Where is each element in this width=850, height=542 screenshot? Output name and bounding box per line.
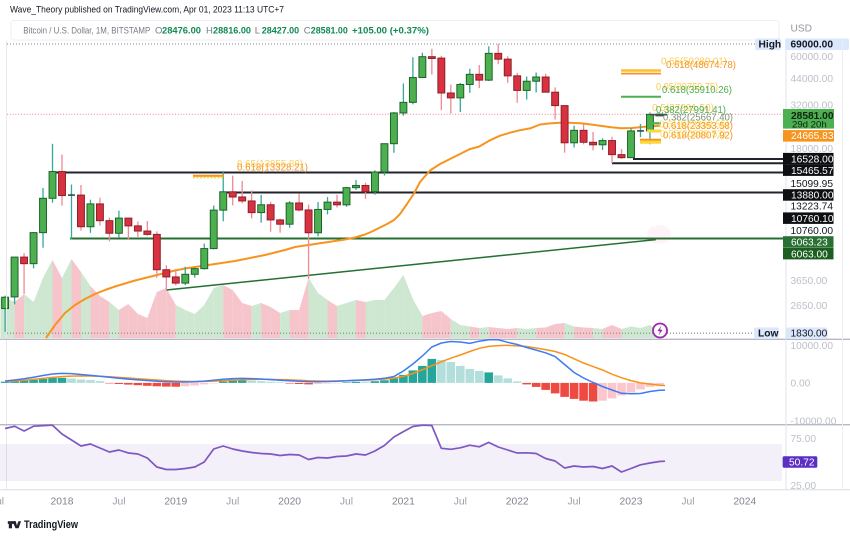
svg-text:0.618(23353.58): 0.618(23353.58) (663, 120, 733, 132)
svg-text:13880.00: 13880.00 (791, 191, 834, 202)
svg-text:Jul: Jul (568, 497, 581, 508)
svg-text:16528.00: 16528.00 (791, 154, 834, 165)
svg-text:2650.00: 2650.00 (791, 301, 828, 312)
svg-text:0.00: 0.00 (791, 379, 811, 390)
svg-text:10760.10: 10760.10 (791, 214, 834, 225)
svg-text:Wave_Theory published on Tradi: Wave_Theory published on TradingView.com… (10, 5, 284, 15)
svg-text:28581.00: 28581.00 (791, 111, 834, 122)
svg-text:0.618(20807.92): 0.618(20807.92) (663, 130, 733, 142)
svg-text:2024: 2024 (733, 497, 756, 508)
svg-text:O: O (155, 26, 162, 37)
svg-text:28427.00: 28427.00 (262, 26, 300, 37)
svg-text:0.5(27991.50): 0.5(27991.50) (652, 102, 714, 114)
svg-text:28816.00: 28816.00 (213, 26, 251, 37)
svg-text:2020: 2020 (278, 497, 301, 508)
svg-text:Jul: Jul (226, 497, 239, 508)
svg-text:0.382(27991.41): 0.382(27991.41) (656, 104, 726, 116)
svg-text:TradingView: TradingView (24, 519, 79, 531)
svg-text:24665.83: 24665.83 (791, 131, 834, 142)
svg-text:2018: 2018 (51, 497, 74, 508)
svg-text:0.65(13855.89): 0.65(13855.89) (237, 158, 303, 170)
svg-text:32000.00: 32000.00 (791, 101, 834, 112)
svg-text:Jul: Jul (454, 497, 467, 508)
svg-text:High: High (759, 40, 782, 51)
svg-text:Jul: Jul (0, 497, 4, 508)
svg-text:50.72: 50.72 (789, 457, 815, 468)
svg-text:18000.00: 18000.00 (791, 144, 834, 155)
svg-text:-10000.00: -10000.00 (791, 417, 837, 428)
svg-text:2021: 2021 (392, 497, 415, 508)
svg-text:44000.00: 44000.00 (791, 74, 834, 85)
svg-text:H: H (206, 26, 213, 37)
svg-text:+105.00 (+0.37%): +105.00 (+0.37%) (352, 26, 429, 37)
svg-text:0.618(23358.55): 0.618(23358.55) (659, 119, 729, 131)
svg-text:0.618(48674.78): 0.618(48674.78) (666, 59, 736, 71)
svg-text:0.55(20888.52): 0.55(20888.52) (660, 128, 726, 140)
svg-text:6063.00: 6063.00 (791, 249, 828, 260)
svg-text:75.00: 75.00 (791, 434, 817, 445)
svg-text:25.00: 25.00 (791, 481, 817, 492)
svg-text:2019: 2019 (164, 497, 187, 508)
svg-text:Low: Low (758, 329, 778, 340)
svg-text:0.382(25667.40): 0.382(25667.40) (663, 112, 733, 124)
svg-text:28581.00: 28581.00 (311, 26, 348, 37)
svg-text:Jul: Jul (681, 497, 694, 508)
svg-text:60000.00: 60000.00 (791, 52, 834, 63)
svg-text:10000.00: 10000.00 (791, 341, 834, 352)
svg-text:Jul: Jul (340, 497, 353, 508)
svg-text:USD: USD (791, 24, 813, 35)
svg-text:69000.00: 69000.00 (791, 40, 834, 51)
svg-text:10760.00: 10760.00 (791, 226, 834, 237)
svg-text:C: C (304, 26, 311, 37)
svg-text:2022: 2022 (506, 497, 529, 508)
svg-text:13223.74: 13223.74 (791, 202, 834, 213)
svg-text:15465.57: 15465.57 (791, 166, 834, 177)
svg-text:0.65(50289.01): 0.65(50289.01) (661, 56, 727, 68)
svg-text:L: L (255, 26, 260, 37)
svg-text:3650.00: 3650.00 (791, 276, 828, 287)
svg-text:2023: 2023 (620, 497, 643, 508)
svg-text:29d 20h: 29d 20h (792, 120, 827, 131)
svg-text:Jul: Jul (112, 497, 125, 508)
svg-text:0.618(35910.26): 0.618(35910.26) (662, 84, 732, 96)
svg-text:6063.23: 6063.23 (791, 238, 828, 249)
svg-text:0.05(39759.75): 0.05(39759.75) (656, 81, 718, 93)
svg-text:28476.00: 28476.00 (162, 26, 201, 37)
svg-text:0.618(13328.21): 0.618(13328.21) (237, 162, 308, 174)
svg-text:1830.00: 1830.00 (791, 329, 828, 340)
svg-text:15099.95: 15099.95 (791, 179, 834, 190)
svg-text:Bitcoin / U.S. Dollar, 1M, BIT: Bitcoin / U.S. Dollar, 1M, BITSTAMP (23, 26, 150, 37)
